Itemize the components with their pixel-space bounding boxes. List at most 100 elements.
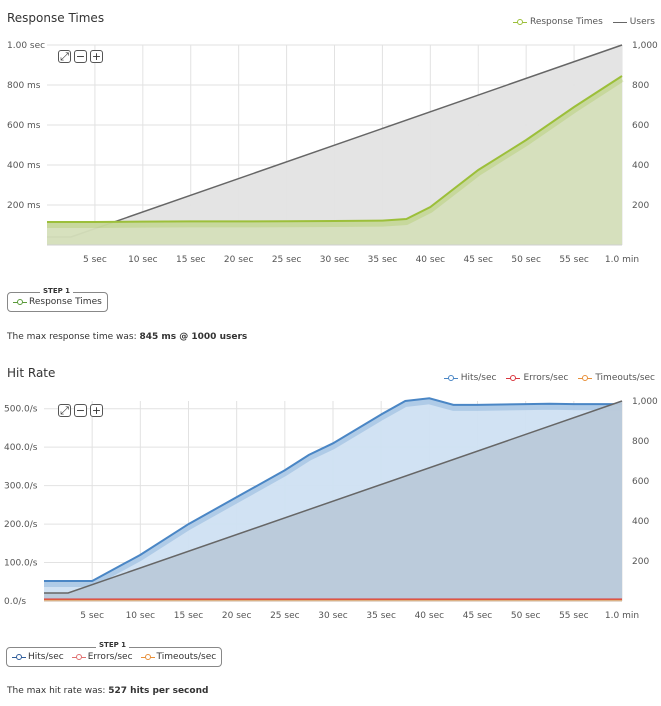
- errors-marker-icon: [506, 374, 521, 382]
- step-item-errors[interactable]: Errors/sec: [71, 652, 133, 662]
- y-left-tick-label: 400 ms: [7, 161, 41, 171]
- zoom-in-button[interactable]: +: [90, 50, 103, 63]
- step-item-timeouts[interactable]: Timeouts/sec: [140, 652, 217, 662]
- response-times-marker-icon: [13, 298, 27, 306]
- hits-zoom-controls: ⤢ − +: [58, 404, 103, 417]
- y-right-tick-label: 1,000: [632, 397, 658, 407]
- legend-label: Timeouts/sec: [595, 373, 655, 383]
- x-tick-label: 55 sec: [559, 611, 589, 621]
- y-right-tick-label: 200: [632, 557, 649, 567]
- step-item-label: Hits/sec: [28, 652, 64, 662]
- y-right-tick-label: 200: [632, 201, 649, 211]
- y-left-tick-label: 300.0/s: [4, 482, 38, 492]
- response-times-line: [47, 75, 623, 223]
- response-step-legend: Response Times: [7, 292, 108, 312]
- response-times-chart: 5 sec 10 sec 15 sec 20 sec 25 sec 30 sec 35 se…: [7, 41, 658, 265]
- y-right-tick-label: 800: [632, 81, 649, 91]
- x-tick-label: 5 sec: [80, 611, 104, 621]
- legend-label: Hits/sec: [460, 373, 497, 383]
- x-tick-label: 30 sec: [318, 611, 348, 621]
- x-tick-label: 15 sec: [176, 255, 206, 265]
- hits-marker-icon: [443, 374, 458, 382]
- legend-item-response-times[interactable]: Response Times: [512, 17, 603, 27]
- summary-prefix: The max hit rate was:: [7, 686, 109, 696]
- x-tick-label: 20 sec: [222, 611, 252, 621]
- x-tick-label: 45 sec: [464, 255, 494, 265]
- y-left-tick-label: 0.0/s: [4, 597, 26, 607]
- y-right-tick-label: 600: [632, 477, 649, 487]
- x-tick-label: 50 sec: [511, 255, 541, 265]
- legend-label: Response Times: [529, 17, 603, 27]
- x-tick-label: 25 sec: [272, 255, 302, 265]
- x-tick-label: 25 sec: [270, 611, 300, 621]
- step-item-hits[interactable]: Hits/sec: [12, 652, 64, 662]
- response-times-title: Response Times: [7, 11, 105, 25]
- users-area: [44, 401, 622, 601]
- y-right-tick-label: 400: [632, 517, 649, 527]
- hits-sec-line: [44, 397, 622, 582]
- x-tick-label: 30 sec: [320, 255, 350, 265]
- x-tick-label: 15 sec: [174, 611, 204, 621]
- y-left-tick-label: 100.0/s: [4, 559, 38, 569]
- x-tick-label: 45 sec: [463, 611, 493, 621]
- y-left-tick-label: 400.0/s: [4, 443, 38, 453]
- hits-sec-shadow: [44, 398, 622, 587]
- step-item-label: Response Times: [29, 297, 102, 307]
- zoom-reset-button[interactable]: ⤢: [58, 50, 71, 63]
- step-item-response-times[interactable]: Response Times: [13, 297, 102, 307]
- y-left-tick-label: 1.00 sec: [7, 41, 45, 51]
- hit-rate-title: Hit Rate: [7, 366, 56, 380]
- legend-item-errors[interactable]: Errors/sec: [506, 373, 568, 383]
- step-label: STEP 1: [96, 641, 130, 649]
- response-times-area: [47, 76, 622, 245]
- x-tick-label: 10 sec: [128, 255, 158, 265]
- response-times-marker-icon: [512, 18, 527, 26]
- response-times-shadow: [47, 76, 624, 228]
- users-line-icon: [612, 18, 627, 26]
- step-label: STEP 1: [40, 287, 74, 295]
- users-line: [44, 400, 623, 594]
- y-left-tick-label: 200.0/s: [4, 520, 38, 530]
- y-right-tick-label: 400: [632, 161, 649, 171]
- x-tick-label: 5 sec: [83, 255, 107, 265]
- legend-label: Errors/sec: [523, 373, 569, 383]
- x-tick-label: 50 sec: [511, 611, 541, 621]
- legend-label: Users: [629, 17, 655, 27]
- legend-item-timeouts[interactable]: Timeouts/sec: [578, 373, 655, 383]
- x-tick-label: 20 sec: [224, 255, 254, 265]
- zoom-in-button[interactable]: +: [90, 404, 103, 417]
- y-right-tick-label: 1,000: [632, 41, 658, 51]
- y-left-tick-label: 600 ms: [7, 121, 41, 131]
- hits-summary: The max hit rate was: 527 hits per secon…: [7, 686, 208, 696]
- x-tick-label: 10 sec: [126, 611, 156, 621]
- step-item-label: Errors/sec: [87, 652, 133, 662]
- x-tick-label: 40 sec: [415, 611, 445, 621]
- hits-step-legend: Hits/sec Errors/sec Timeouts/sec: [6, 647, 223, 667]
- hit-rate-chart: 5 sec 10 sec 15 sec 20 sec 25 sec 30 sec 35 se…: [4, 397, 658, 621]
- y-left-tick-label: 800 ms: [7, 81, 41, 91]
- summary-value: 527 hits per second: [108, 686, 209, 696]
- timeouts-marker-icon: [578, 374, 593, 382]
- x-tick-label: 1.0 min: [605, 255, 639, 265]
- x-tick-label: 55 sec: [559, 255, 589, 265]
- summary-value: 845 ms @ 1000 users: [139, 332, 248, 342]
- x-tick-label: 1.0 min: [605, 611, 639, 621]
- zoom-reset-button[interactable]: ⤢: [58, 404, 71, 417]
- y-right-tick-label: 600: [632, 121, 649, 131]
- y-left-tick-label: 500.0/s: [4, 405, 38, 415]
- y-left-tick-label: 200 ms: [7, 201, 41, 211]
- y-right-tick-label: 800: [632, 437, 649, 447]
- hit-rate-legend: Hits/sec Errors/sec Timeouts/sec: [443, 373, 655, 383]
- step-item-label: Timeouts/sec: [156, 652, 217, 662]
- summary-prefix: The max response time was:: [7, 332, 140, 342]
- response-summary: The max response time was: 845 ms @ 1000…: [7, 332, 247, 342]
- legend-item-users[interactable]: Users: [612, 17, 655, 27]
- zoom-out-button[interactable]: −: [74, 404, 87, 417]
- legend-item-hits[interactable]: Hits/sec: [443, 373, 497, 383]
- hits-marker-icon: [12, 653, 26, 661]
- response-times-legend: Response Times Users: [512, 17, 655, 27]
- response-zoom-controls: ⤢ − +: [58, 50, 103, 63]
- x-tick-label: 35 sec: [368, 255, 398, 265]
- zoom-out-button[interactable]: −: [74, 50, 87, 63]
- x-tick-label: 35 sec: [366, 611, 396, 621]
